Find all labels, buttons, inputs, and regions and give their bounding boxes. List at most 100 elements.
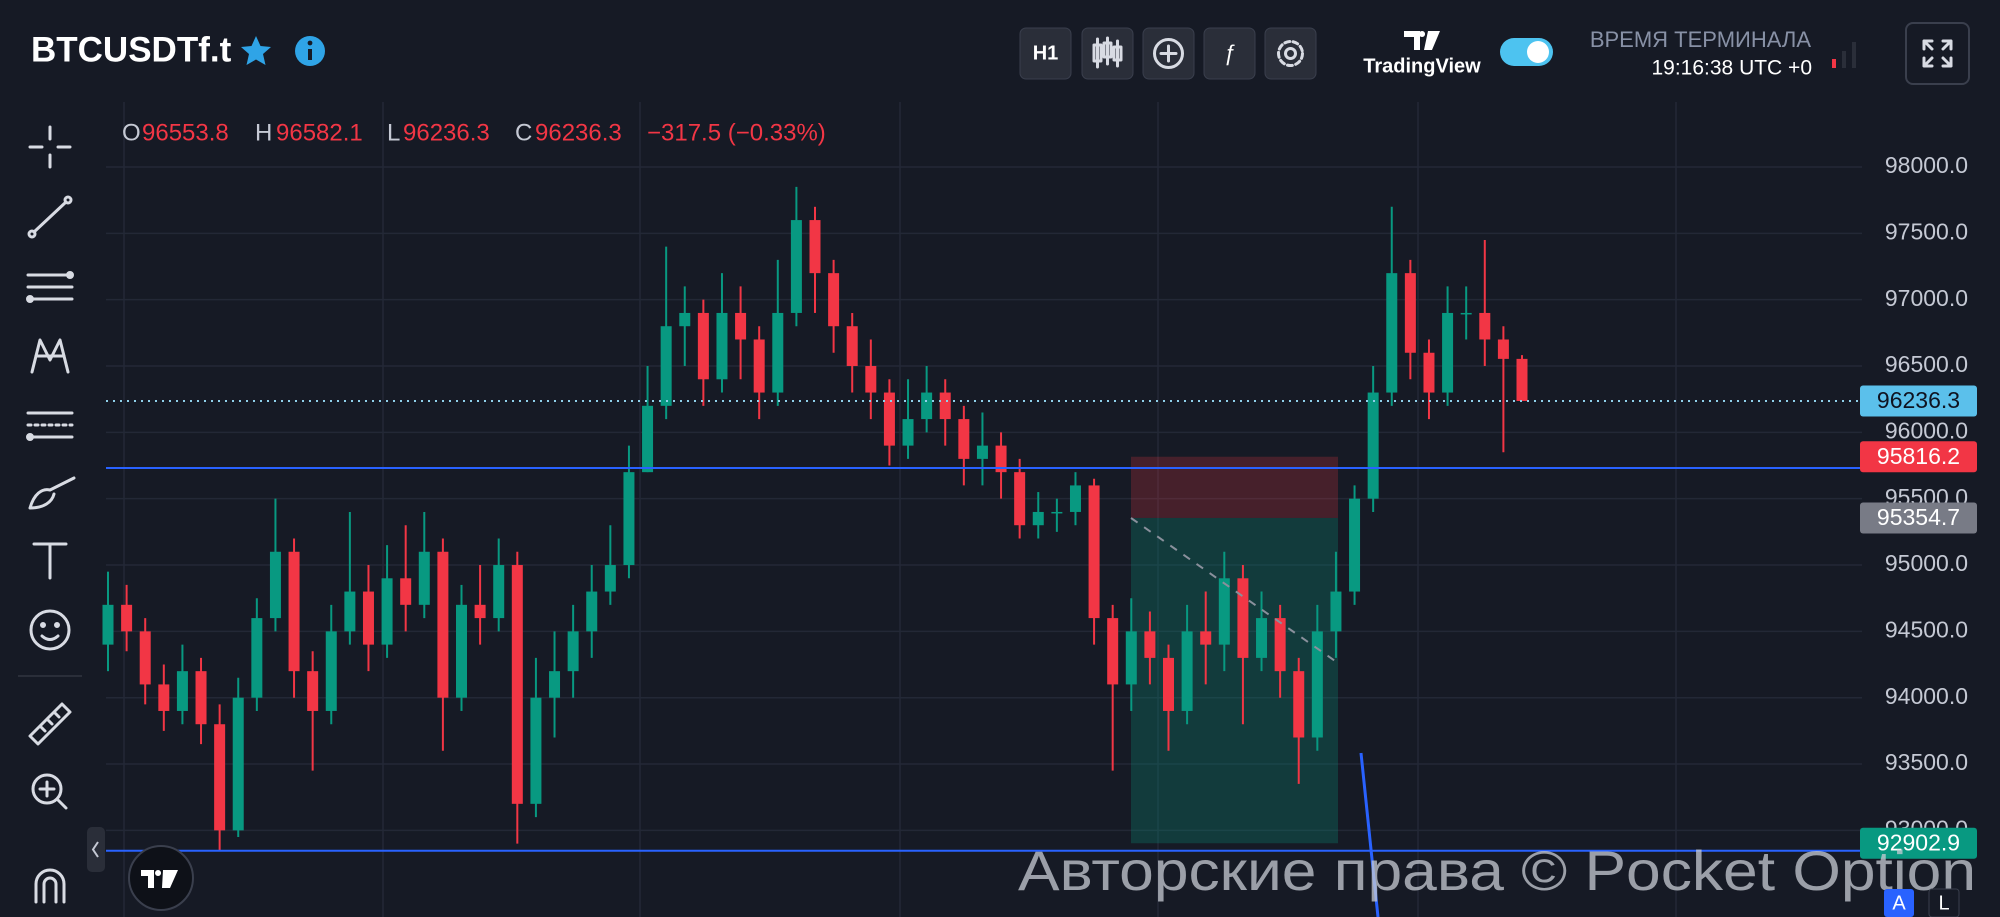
gear-icon [1277,40,1304,67]
candle-body [344,591,356,632]
y-tick-label: 93500.0 [1885,749,1968,775]
price-label: 95354.7 [1877,504,1960,530]
trend-line [1359,752,1380,917]
candle-body [1144,631,1156,658]
candle-body [1125,631,1137,685]
projection-tool[interactable] [26,411,74,441]
candle-body [1311,631,1323,738]
price-label-box [1860,441,1977,473]
candle-body [102,604,114,645]
interval-label: H1 [1033,42,1059,64]
candle-body [1330,591,1342,632]
legend-value: 96582.1 [276,119,363,146]
legend-value: 96236.3 [535,119,622,146]
stop-zone [1131,456,1338,518]
position-path [1130,517,1339,664]
y-tick-label: 94500.0 [1885,616,1968,642]
signal-bar [1852,42,1856,68]
ruler-tool[interactable] [28,702,72,746]
candle-body [437,551,449,698]
fx-icon: ƒ [1223,40,1235,65]
emoji-tool[interactable] [29,609,71,651]
terminal-time: 19:16:38 UTC +0 [1651,57,1812,80]
candle-body [679,312,691,327]
magnet-tool[interactable] [34,868,66,904]
candle-body [772,312,784,393]
fullscreen-icon [1922,39,1953,68]
candle-body [362,591,374,645]
candle-body [865,366,877,393]
brush-tool[interactable] [28,476,76,510]
candle-body [400,578,412,605]
candle-body [325,631,337,711]
candle-body [418,551,430,605]
brand: TradingView [1363,55,1481,77]
candle-body [716,312,728,380]
candle-body [586,591,598,632]
candle-body [530,697,542,804]
trendline-tool[interactable] [27,195,73,239]
fib-tool[interactable] [26,271,74,303]
candle-body [1069,485,1081,512]
auto-scale-button[interactable] [1884,889,1914,917]
target-zone [1131,517,1338,844]
info-glyph [307,40,313,46]
legend-key: L [387,119,400,146]
candle-body [604,565,616,592]
candle-body [1218,578,1230,645]
candle-body [1293,671,1305,738]
fullscreen-button[interactable] [1905,22,1970,85]
watermark: Авторские права © Pocket Option [1018,839,1976,902]
legend-value: 96553.8 [142,119,229,146]
y-tick-label: 97000.0 [1885,285,1968,311]
candle-body [809,220,821,274]
candle-body [1181,631,1193,711]
price-label: 95816.2 [1877,443,1960,469]
tradingview-logo [1404,31,1440,50]
scale-button-label: A [1892,892,1906,914]
candle-body [939,392,951,420]
crosshair-tool[interactable] [28,125,72,169]
candle-body [493,565,505,619]
candle-body [121,604,133,632]
candle-body [846,326,858,367]
y-tick-label: 94000.0 [1885,683,1968,709]
y-tick-label: 98000.0 [1885,152,1968,178]
interval-button[interactable] [1019,27,1072,80]
settings-button[interactable] [1264,27,1317,80]
legend-key: O [122,119,141,146]
indicators-button[interactable] [1203,27,1256,80]
candle-body [456,604,467,698]
favorite-star[interactable] [241,36,271,65]
tv-badge[interactable] [128,845,194,911]
collapse-arrow [91,841,99,858]
zoom-tool[interactable] [31,773,68,810]
candle-body [1088,485,1100,619]
candle-body [1200,631,1212,645]
candle-body [1479,312,1491,340]
candle-body [381,578,393,645]
candle-body [1237,578,1249,658]
price-label-box [1860,827,1977,859]
candle-body [549,671,561,698]
price-label-box [1860,502,1977,534]
candle-body [735,312,747,340]
candle-body [697,312,709,380]
candle-body [307,671,319,711]
plus-icon [1153,38,1184,69]
candles-icon [1092,36,1123,69]
candle-body [567,631,579,672]
price-axis: 93000.093500.094000.094500.095000.095500… [1860,152,1977,859]
text-tool[interactable] [32,542,68,580]
pattern-tool[interactable] [30,338,70,374]
candle-body [511,565,523,804]
candle-body [1256,618,1268,658]
price-label: 96236.3 [1877,387,1960,413]
candle-body [1032,511,1044,526]
symbol: BTCUSDTf.t [31,30,232,69]
plot [102,186,1977,852]
log-scale-button[interactable] [1928,888,1960,917]
candle-body [753,339,765,393]
collapse-toolbar[interactable] [87,827,105,872]
y-tick-label: 95000.0 [1885,550,1968,576]
